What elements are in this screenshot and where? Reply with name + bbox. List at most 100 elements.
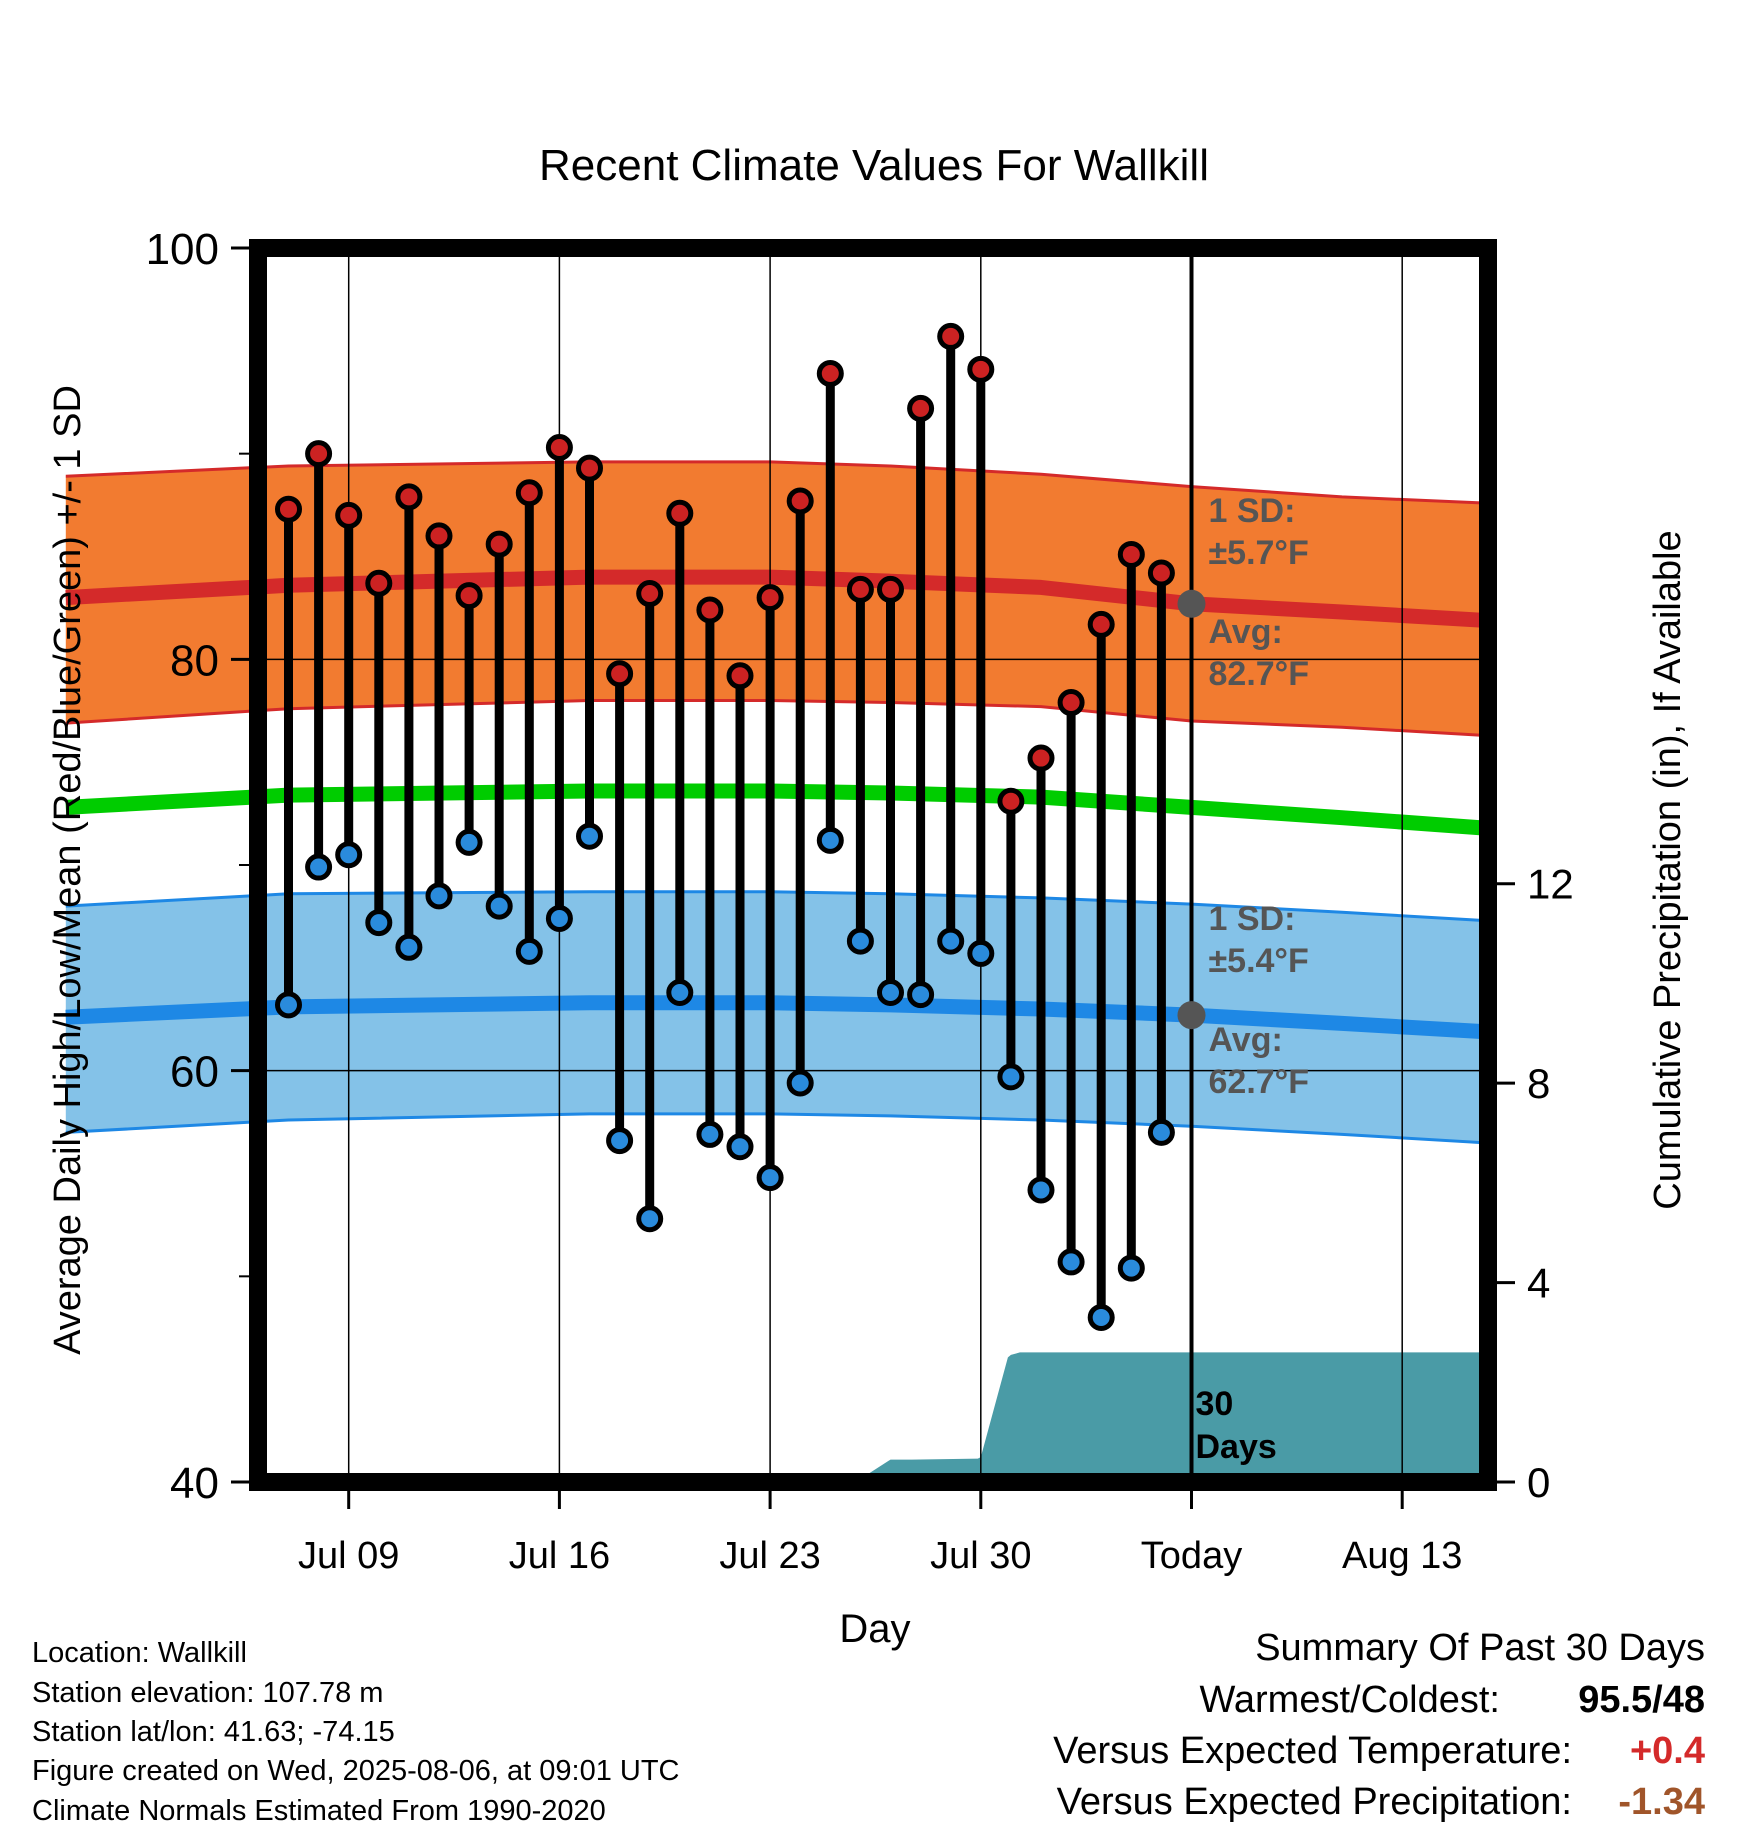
y-tick-label: 40 — [170, 1459, 219, 1508]
high-temp-point — [816, 359, 844, 387]
high-temp-point — [846, 575, 874, 603]
warmest-label: Warmest/Coldest: — [1199, 1679, 1500, 1721]
high-temp-point — [1027, 744, 1055, 772]
low-temp-point — [485, 892, 513, 920]
low-temp-point — [576, 822, 603, 850]
low-temp-point — [545, 904, 573, 932]
high-temp-point — [877, 575, 904, 603]
low-temp-point — [907, 981, 935, 1009]
x-tick-label: Jul 16 — [509, 1535, 610, 1577]
low-temp-point — [997, 1063, 1025, 1091]
high-temp-point — [1087, 610, 1115, 638]
low-temp-point — [1117, 1254, 1145, 1282]
y2-axis-label: Cumulative Precipitation (in), If Availa… — [1647, 530, 1689, 1209]
high-temp-point — [726, 662, 754, 690]
low-temp-point — [816, 826, 844, 854]
high-temp-point — [1147, 559, 1175, 587]
high-temp-point — [1057, 689, 1085, 717]
high-temp-point — [515, 479, 543, 507]
high-temp-point — [907, 394, 935, 422]
low-temp-point — [726, 1133, 754, 1161]
low-temp-point — [365, 909, 393, 937]
y2-tick-label: 8 — [1527, 1060, 1550, 1107]
low-sd-value: ±5.4°F — [1209, 942, 1309, 980]
y2-tick-label: 12 — [1527, 861, 1574, 908]
low-temp-point — [1027, 1176, 1055, 1204]
created-text: Figure created on Wed, 2025-08-06, at 09… — [32, 1755, 680, 1787]
high-sd-upper-line — [65, 460, 1484, 505]
high-avg-value: 82.7°F — [1209, 655, 1310, 693]
high-temp-point — [395, 483, 423, 511]
low-temp-point — [606, 1127, 634, 1155]
low-temp-point — [696, 1120, 724, 1148]
warmest-value: 95.5/48 — [1578, 1679, 1705, 1721]
high-temp-point — [1117, 540, 1145, 568]
today-avg-low-marker — [1177, 1001, 1206, 1030]
station-info: Location: Wallkill Station elevation: 10… — [32, 1637, 680, 1827]
y2-tick-label: 0 — [1527, 1459, 1550, 1506]
summary-title: Summary Of Past 30 Days — [1255, 1627, 1705, 1669]
low-temp-point — [937, 927, 965, 955]
low-temp-point — [425, 882, 453, 910]
high-sd-label: 1 SD: — [1209, 492, 1296, 530]
low-temp-point — [1057, 1248, 1085, 1276]
y-tick-label: 100 — [146, 225, 219, 274]
high-temp-point — [786, 487, 814, 515]
x-tick-label: Jul 23 — [719, 1535, 820, 1577]
high-temp-point — [696, 596, 724, 624]
x-tick-label: Today — [1141, 1535, 1242, 1577]
high-temp-point — [455, 582, 483, 610]
x-axis-label: Day — [839, 1607, 910, 1651]
high-temp-point — [335, 501, 363, 529]
low-temp-point — [1087, 1303, 1115, 1331]
high-temp-point — [997, 787, 1025, 815]
low-temp-point — [455, 828, 483, 856]
high-temp-point — [606, 660, 634, 688]
high-temp-point — [545, 433, 573, 461]
elevation-text: Station elevation: 107.78 m — [32, 1677, 383, 1709]
precip-value: -1.34 — [1618, 1781, 1705, 1823]
days-label-number: 30 — [1196, 1385, 1234, 1423]
low-temp-point — [846, 927, 874, 955]
high-temp-point — [576, 454, 603, 482]
avg-mean-line — [65, 783, 1485, 836]
high-temp-point — [275, 495, 302, 523]
high-temp-point — [636, 580, 664, 608]
high-temp-point — [967, 355, 995, 383]
y2-tick-label: 4 — [1527, 1260, 1550, 1307]
high-sd-value: ±5.7°F — [1209, 534, 1309, 572]
temp-label: Versus Expected Temperature: — [1053, 1730, 1572, 1772]
high-temp-point — [756, 584, 784, 612]
high-temp-point — [485, 530, 513, 558]
location-text: Location: Wallkill — [32, 1637, 247, 1669]
high-temp-point — [937, 322, 965, 350]
high-avg-label: Avg: — [1209, 613, 1283, 651]
plot-area: 1 SD: ±5.7°F Avg: 82.7°F 1 SD: ±5.4°F Avg: 62.7… — [65, 225, 1574, 1577]
high-temp-point — [425, 522, 453, 550]
low-temp-point — [636, 1205, 664, 1233]
plot-frame — [249, 239, 1497, 1491]
x-tick-label: Jul 30 — [930, 1535, 1031, 1577]
low-temp-point — [335, 841, 363, 869]
low-temp-point — [515, 937, 543, 965]
low-temp-point — [877, 979, 904, 1007]
low-temp-point — [756, 1164, 784, 1192]
x-tick-label: Jul 09 — [298, 1535, 399, 1577]
low-avg-label: Avg: — [1209, 1021, 1283, 1059]
low-temp-point — [305, 853, 333, 881]
low-avg-value: 62.7°F — [1209, 1063, 1310, 1101]
low-temp-point — [786, 1069, 814, 1097]
high-temp-point — [365, 569, 393, 597]
low-temp-point — [275, 991, 302, 1019]
high-temp-point — [305, 440, 333, 468]
latlon-text: Station lat/lon: 41.63; -74.15 — [32, 1716, 395, 1748]
precip-label: Versus Expected Precipitation: — [1057, 1781, 1572, 1823]
temp-value: +0.4 — [1630, 1730, 1705, 1772]
y-tick-label: 80 — [170, 636, 219, 685]
low-temp-point — [666, 979, 694, 1007]
low-temp-point — [967, 939, 995, 967]
y-axis-label: Average Daily High/Low/Mean (Red/Blue/Gr… — [47, 385, 89, 1355]
low-temp-point — [395, 933, 423, 961]
precip-area — [65, 1352, 1484, 1482]
